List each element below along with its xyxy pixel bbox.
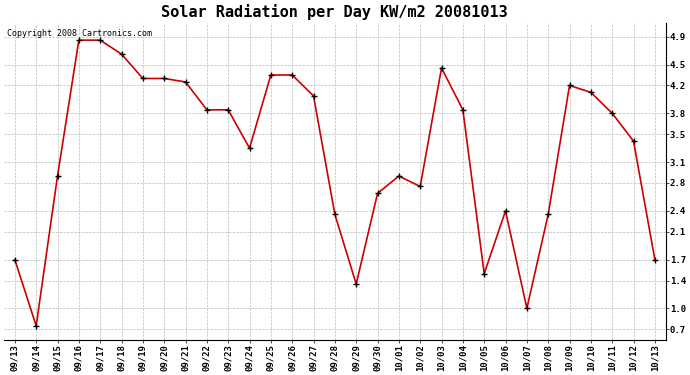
Text: Copyright 2008 Cartronics.com: Copyright 2008 Cartronics.com xyxy=(8,29,152,38)
Title: Solar Radiation per Day KW/m2 20081013: Solar Radiation per Day KW/m2 20081013 xyxy=(161,4,509,20)
